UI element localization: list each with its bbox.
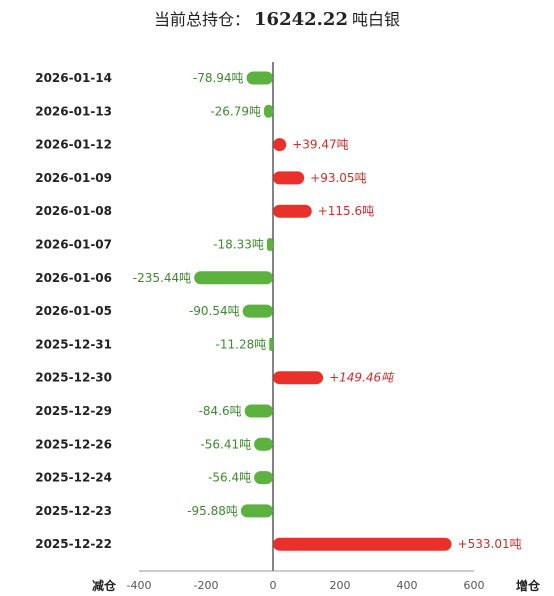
data-label: -95.88吨: [187, 504, 238, 518]
category-label: 2025-12-24: [35, 471, 112, 485]
data-label: -26.79吨: [210, 104, 261, 118]
bar-increase: [273, 371, 324, 385]
bar-decrease: [254, 471, 273, 485]
category-label: 2026-01-09: [35, 171, 112, 185]
data-label: +149.46吨: [329, 371, 395, 385]
title-unit: 吨白银: [351, 10, 400, 29]
category-label: 2026-01-06: [35, 271, 112, 285]
category-label: 2025-12-23: [35, 504, 112, 518]
bar-decrease: [264, 104, 273, 118]
axis-right-end-label: 增仓: [516, 578, 541, 593]
axis-left-end-label: 减仓: [92, 578, 117, 593]
bar-increase: [273, 138, 287, 152]
bar-decrease: [242, 304, 273, 318]
category-label: 2026-01-07: [35, 238, 112, 252]
x-tick-label: 200: [330, 579, 351, 592]
data-label: -18.33吨: [213, 238, 264, 252]
data-label: -235.44吨: [133, 271, 191, 285]
bar-increase: [273, 204, 312, 218]
bar-decrease: [240, 504, 273, 518]
category-label: 2025-12-26: [35, 437, 112, 451]
data-label: -78.94吨: [193, 71, 244, 85]
bar-decrease: [266, 238, 273, 251]
bar-decrease: [254, 437, 273, 451]
data-label: +115.6吨: [318, 204, 374, 218]
data-label: -56.41吨: [200, 437, 251, 451]
category-label: 2026-01-14: [35, 71, 112, 85]
category-label: 2026-01-13: [35, 104, 112, 118]
category-label: 2025-12-22: [35, 537, 112, 551]
category-label: 2025-12-29: [35, 404, 112, 418]
category-label: 2025-12-31: [35, 337, 112, 351]
title-label: 当前总持仓：: [154, 10, 251, 29]
bar-decrease: [194, 271, 273, 285]
data-label: -90.54吨: [189, 304, 240, 318]
bar-increase: [273, 537, 452, 551]
x-tick-label: 400: [397, 579, 418, 592]
bar-increase: [273, 171, 305, 185]
data-label: -11.28吨: [216, 337, 267, 351]
bar-decrease: [244, 404, 273, 418]
category-label: 2026-01-08: [35, 204, 112, 218]
total-holdings-value: 16242.22: [254, 9, 348, 30]
x-tick-label: -200: [194, 579, 219, 592]
chart-title: 当前总持仓： 16242.22 吨白银: [0, 6, 554, 30]
x-tick-label: -400: [127, 579, 152, 592]
data-label: +93.05吨: [310, 171, 366, 185]
data-label: -56.4吨: [208, 471, 251, 485]
bar-decrease: [246, 71, 273, 85]
data-label: +39.47吨: [292, 138, 348, 152]
x-tick-label: 0: [270, 579, 277, 592]
category-label: 2026-01-05: [35, 304, 112, 318]
data-label: +533.01吨: [458, 537, 522, 551]
category-label: 2026-01-12: [35, 138, 112, 152]
x-tick-label: 600: [464, 579, 485, 592]
data-label: -84.6吨: [199, 404, 242, 418]
category-label: 2025-12-30: [35, 371, 112, 385]
bar-decrease: [269, 337, 273, 351]
